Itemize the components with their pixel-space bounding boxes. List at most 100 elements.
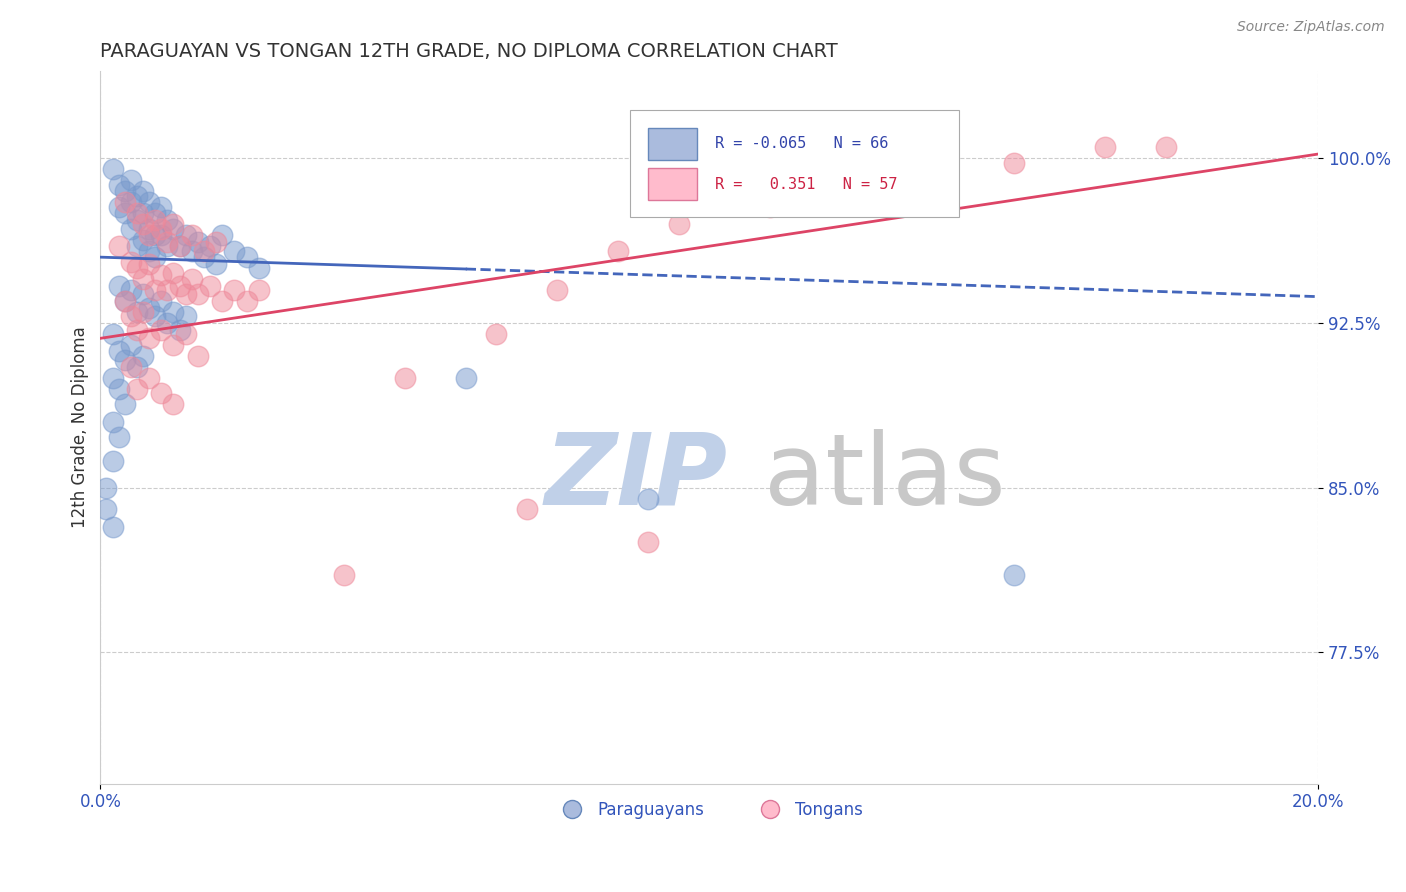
Point: [107, 344, 129, 359]
Point: [880, 173, 903, 187]
Point: [96, 502, 118, 516]
Legend: Paraguayans, Tongans: Paraguayans, Tongans: [548, 794, 870, 825]
Point: [143, 310, 166, 324]
Point: [235, 293, 257, 308]
Point: [138, 371, 160, 385]
Point: [114, 195, 136, 210]
Point: [114, 293, 136, 308]
Point: [162, 217, 184, 231]
Point: [125, 188, 148, 202]
Point: [114, 184, 136, 198]
Point: [101, 520, 124, 534]
Point: [174, 287, 197, 301]
Point: [668, 217, 690, 231]
Text: Source: ZipAtlas.com: Source: ZipAtlas.com: [1237, 20, 1385, 34]
Point: [162, 338, 184, 352]
Point: [247, 261, 270, 276]
Point: [120, 221, 142, 235]
Text: R = -0.065   N = 66: R = -0.065 N = 66: [716, 136, 889, 151]
Text: R =   0.351   N = 57: R = 0.351 N = 57: [716, 177, 898, 192]
Point: [759, 200, 782, 214]
Point: [101, 371, 124, 385]
Point: [143, 206, 166, 220]
Point: [174, 310, 197, 324]
Point: [174, 228, 197, 243]
Point: [198, 239, 221, 253]
Point: [156, 235, 179, 249]
Point: [138, 331, 160, 345]
Point: [162, 266, 184, 280]
Point: [107, 200, 129, 214]
Point: [224, 244, 246, 258]
Point: [138, 195, 160, 210]
Point: [637, 491, 659, 506]
Point: [125, 239, 148, 253]
Point: [224, 283, 246, 297]
Point: [107, 278, 129, 293]
Point: [120, 359, 142, 374]
Point: [114, 206, 136, 220]
Point: [150, 268, 173, 282]
Point: [132, 272, 155, 286]
Point: [162, 397, 184, 411]
Text: PARAGUAYAN VS TONGAN 12TH GRADE, NO DIPLOMA CORRELATION CHART: PARAGUAYAN VS TONGAN 12TH GRADE, NO DIPL…: [100, 42, 838, 61]
Point: [143, 228, 166, 243]
Point: [546, 283, 568, 297]
Point: [180, 272, 202, 286]
Point: [107, 382, 129, 396]
Point: [125, 359, 148, 374]
Point: [107, 178, 129, 192]
Point: [143, 250, 166, 264]
Point: [132, 206, 155, 220]
Point: [198, 278, 221, 293]
Point: [180, 244, 202, 258]
Point: [96, 481, 118, 495]
Point: [125, 322, 148, 336]
Point: [132, 305, 155, 319]
Point: [125, 206, 148, 220]
Point: [138, 244, 160, 258]
Point: [247, 283, 270, 297]
Point: [120, 254, 142, 268]
Text: ZIP: ZIP: [546, 429, 728, 525]
Point: [169, 278, 191, 293]
Point: [193, 250, 215, 264]
Point: [162, 221, 184, 235]
Point: [156, 283, 179, 297]
Point: [169, 239, 191, 253]
Point: [169, 239, 191, 253]
Point: [138, 257, 160, 271]
Point: [174, 326, 197, 341]
Text: atlas: atlas: [763, 429, 1005, 525]
Point: [169, 322, 191, 336]
Point: [180, 228, 202, 243]
Point: [187, 349, 209, 363]
Point: [125, 305, 148, 319]
Point: [454, 371, 477, 385]
Point: [156, 212, 179, 227]
Point: [162, 305, 184, 319]
Point: [150, 293, 173, 308]
Point: [205, 235, 228, 249]
Point: [150, 200, 173, 214]
Point: [150, 228, 173, 243]
FancyBboxPatch shape: [630, 110, 959, 217]
Point: [120, 283, 142, 297]
Y-axis label: 12th Grade, No Diploma: 12th Grade, No Diploma: [72, 326, 89, 528]
Point: [156, 316, 179, 330]
Point: [607, 244, 630, 258]
Point: [120, 338, 142, 352]
Point: [187, 235, 209, 249]
Point: [114, 397, 136, 411]
Point: [120, 173, 142, 187]
Point: [101, 415, 124, 429]
Point: [235, 250, 257, 264]
Point: [101, 162, 124, 177]
Point: [125, 261, 148, 276]
Point: [1094, 140, 1116, 154]
Point: [143, 212, 166, 227]
Point: [120, 310, 142, 324]
Point: [193, 244, 215, 258]
Point: [138, 301, 160, 315]
Point: [132, 349, 155, 363]
